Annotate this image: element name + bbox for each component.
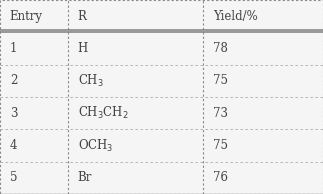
Text: 76: 76 [213,171,228,184]
Text: Yield/%: Yield/% [213,10,258,23]
Text: R: R [78,10,86,23]
Text: 75: 75 [213,139,228,152]
Text: Entry: Entry [10,10,43,23]
Text: 75: 75 [213,74,228,87]
Text: 2: 2 [10,74,17,87]
Text: 4: 4 [10,139,17,152]
Text: OCH$_3$: OCH$_3$ [78,138,113,153]
Text: CH$_3$CH$_2$: CH$_3$CH$_2$ [78,105,128,121]
Text: 73: 73 [213,107,228,120]
Text: 5: 5 [10,171,17,184]
Text: CH$_3$: CH$_3$ [78,73,103,89]
Text: 3: 3 [10,107,17,120]
Text: Br: Br [78,171,92,184]
Text: 78: 78 [213,42,228,55]
Text: H: H [78,42,88,55]
Text: 1: 1 [10,42,17,55]
